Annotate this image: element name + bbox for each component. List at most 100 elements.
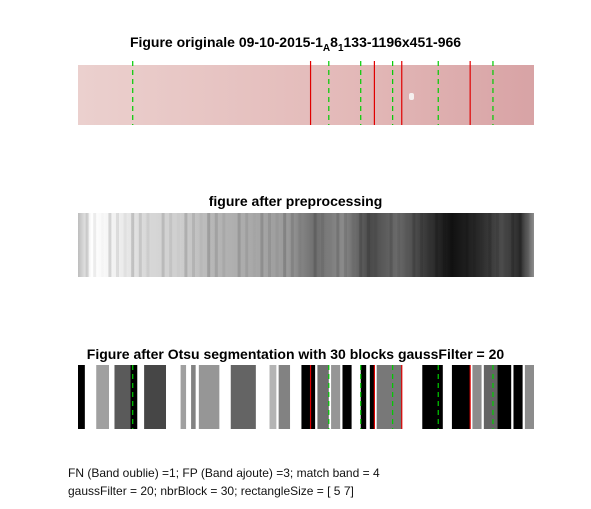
preprocessed-strip-image (78, 213, 534, 277)
otsu-block (114, 365, 131, 429)
preprocessed-stripe (321, 213, 325, 277)
original-title-prefix: Figure originale 09-10-2015-1 (129, 34, 323, 50)
preprocessed-stripe (397, 213, 401, 277)
original-title-sub2: 1 (337, 43, 344, 54)
preprocessed-stripe (253, 213, 256, 277)
preprocessed-stripe (366, 213, 370, 277)
preprocessed-stripe (108, 213, 112, 277)
preprocessed-stripe (435, 213, 439, 277)
original-strip-background (78, 61, 534, 125)
preprocessed-stripe (93, 213, 97, 277)
preprocessed-stripe (237, 213, 241, 277)
otsu-block (472, 365, 482, 429)
preprocessed-stripe (344, 213, 347, 277)
otsu-block (317, 365, 329, 429)
preprocessed-stripe (488, 213, 492, 277)
preprocessed-stripe (336, 213, 340, 277)
preprocessed-stripe (222, 213, 226, 277)
preprocessed-stripe (313, 213, 317, 277)
preprocessed-stripe (276, 213, 279, 277)
preprocessed-stripe (428, 213, 431, 277)
otsu-block (451, 365, 471, 429)
preprocessed-stripe (473, 213, 477, 277)
otsu-block (513, 365, 523, 429)
footer-metrics-line: FN (Band oublie) =1; FP (Band ajoute) =3… (68, 466, 380, 480)
preprocessed-stripe (518, 213, 522, 277)
preprocessed-stripe (412, 213, 416, 277)
original-title-suffix: 133-1196x451-966 (343, 34, 462, 50)
preprocessing-title: figure after preprocessing (208, 193, 383, 209)
otsu-block (278, 365, 291, 429)
otsu-block (524, 365, 534, 429)
otsu-strip-image (78, 365, 534, 429)
otsu-block (369, 365, 375, 429)
preprocessed-stripe (245, 213, 249, 277)
preprocessed-stripe (290, 213, 294, 277)
preprocessed-stripe (442, 213, 446, 277)
preprocessed-stripe (169, 213, 173, 277)
otsu-blocks (78, 365, 534, 429)
otsu-block (376, 365, 402, 429)
preprocessed-stripe (481, 213, 484, 277)
preprocessed-stripe (184, 213, 188, 277)
otsu-block (230, 365, 256, 429)
otsu-block (180, 365, 187, 429)
preprocessed-stripe (260, 213, 264, 277)
preprocessed-stripe (214, 213, 218, 277)
preprocessed-stripe (116, 213, 119, 277)
otsu-block (96, 365, 110, 429)
preprocessed-stripe (329, 213, 332, 277)
otsu-block (422, 365, 443, 429)
otsu-block (269, 365, 277, 429)
preprocessed-strip-fill (78, 213, 534, 277)
preprocessed-stripe (138, 213, 142, 277)
original-figure-title: Figure originale 09-10-2015-1A81133-1196… (0, 34, 591, 54)
preprocessed-stripe (420, 213, 423, 277)
preprocessed-stripe (85, 213, 89, 277)
preprocessed-stripe (298, 213, 302, 277)
original-band-lines (132, 61, 494, 125)
preprocessed-stripe (200, 213, 203, 277)
preprocessed-stripe (283, 213, 287, 277)
original-strip-speck (409, 93, 414, 100)
otsu-block (483, 365, 498, 429)
footer-params-line: gaussFilter = 20; nbrBlock = 30; rectang… (68, 484, 354, 498)
otsu-block (331, 365, 341, 429)
otsu-block (198, 365, 220, 429)
otsu-block (497, 365, 512, 429)
preprocessed-stripe (465, 213, 469, 277)
preprocessed-stripe (496, 213, 499, 277)
otsu-block (144, 365, 167, 429)
original-title-sub1: A (322, 43, 331, 54)
otsu-block (78, 365, 85, 429)
preprocessed-stripe (177, 213, 180, 277)
preprocessed-stripe (450, 213, 454, 277)
preprocessed-stripe (405, 213, 408, 277)
preprocessed-stripe (192, 213, 195, 277)
preprocessed-stripe (374, 213, 378, 277)
otsu-band-lines (132, 365, 494, 429)
preprocessed-stripe (389, 213, 393, 277)
preprocessed-stripe (526, 213, 530, 277)
preprocessed-stripes (85, 213, 530, 277)
otsu-block (130, 365, 138, 429)
original-title-mid: 8 (330, 34, 338, 50)
preprocessed-stripe (511, 213, 515, 277)
preprocessed-stripe (124, 213, 127, 277)
otsu-block (342, 365, 352, 429)
preprocessed-stripe (504, 213, 507, 277)
preprocessed-stripe (207, 213, 211, 277)
otsu-block (360, 365, 367, 429)
otsu-title: Figure after Otsu segmentation with 30 b… (86, 346, 505, 362)
preprocessed-stripe (352, 213, 355, 277)
preprocessed-stripe (268, 213, 271, 277)
original-strip-notch (78, 61, 534, 65)
otsu-block (301, 365, 316, 429)
otsu-block (191, 365, 196, 429)
preprocessed-stripe (359, 213, 363, 277)
original-strip-image (78, 61, 534, 125)
preprocessed-stripe (101, 213, 104, 277)
preprocessed-stripe (146, 213, 150, 277)
preprocessed-stripe (131, 213, 135, 277)
preprocessed-stripe (161, 213, 165, 277)
